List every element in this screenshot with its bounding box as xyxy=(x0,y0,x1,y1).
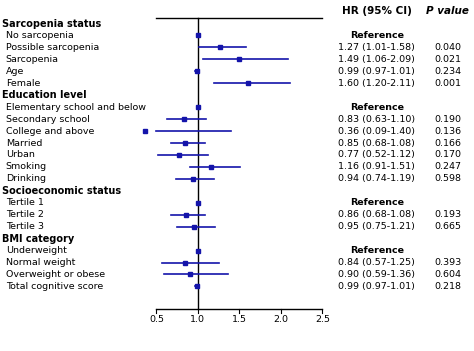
Text: No sarcopenia: No sarcopenia xyxy=(6,31,73,40)
Text: 0.166: 0.166 xyxy=(435,139,461,147)
Text: Reference: Reference xyxy=(350,102,404,112)
Text: Tertile 2: Tertile 2 xyxy=(6,210,44,219)
Text: Possible sarcopenia: Possible sarcopenia xyxy=(6,43,99,52)
Text: 0.234: 0.234 xyxy=(434,67,462,76)
Text: 0.040: 0.040 xyxy=(435,43,461,52)
Text: Reference: Reference xyxy=(350,198,404,207)
Text: 0.5: 0.5 xyxy=(149,315,164,324)
Text: Sarcopenia: Sarcopenia xyxy=(6,55,59,64)
Text: 0.86 (0.68-1.08): 0.86 (0.68-1.08) xyxy=(338,210,415,219)
Text: 1.0: 1.0 xyxy=(191,315,205,324)
Text: 0.95 (0.75-1.21): 0.95 (0.75-1.21) xyxy=(338,222,415,231)
Text: Drinking: Drinking xyxy=(6,174,46,183)
Text: Elementary school and below: Elementary school and below xyxy=(6,102,146,112)
Text: 0.83 (0.63-1.10): 0.83 (0.63-1.10) xyxy=(338,115,415,124)
Text: Tertile 3: Tertile 3 xyxy=(6,222,44,231)
Text: Education level: Education level xyxy=(2,90,87,100)
Text: Reference: Reference xyxy=(350,31,404,40)
Text: 0.001: 0.001 xyxy=(435,79,461,88)
Text: 0.598: 0.598 xyxy=(435,174,461,183)
Text: Female: Female xyxy=(6,79,40,88)
Text: 1.60 (1.20-2.11): 1.60 (1.20-2.11) xyxy=(338,79,415,88)
Text: 0.170: 0.170 xyxy=(435,151,461,159)
Text: 0.604: 0.604 xyxy=(435,270,461,279)
Text: 0.99 (0.97-1.01): 0.99 (0.97-1.01) xyxy=(338,282,415,291)
Text: Urban: Urban xyxy=(6,151,35,159)
Text: 0.90 (0.59-1.36): 0.90 (0.59-1.36) xyxy=(338,270,415,279)
Text: Normal weight: Normal weight xyxy=(6,258,75,267)
Text: Married: Married xyxy=(6,139,42,147)
Text: Underweight: Underweight xyxy=(6,246,66,255)
Text: HR (95% CI): HR (95% CI) xyxy=(342,6,412,16)
Text: Smoking: Smoking xyxy=(6,163,47,171)
Text: 0.218: 0.218 xyxy=(435,282,461,291)
Text: Reference: Reference xyxy=(350,246,404,255)
Text: 1.16 (0.91-1.51): 1.16 (0.91-1.51) xyxy=(338,163,415,171)
Text: 0.94 (0.74-1.19): 0.94 (0.74-1.19) xyxy=(338,174,415,183)
Text: 0.77 (0.52-1.12): 0.77 (0.52-1.12) xyxy=(338,151,415,159)
Text: Overweight or obese: Overweight or obese xyxy=(6,270,105,279)
Text: 0.193: 0.193 xyxy=(434,210,462,219)
Text: College and above: College and above xyxy=(6,127,94,135)
Text: 0.247: 0.247 xyxy=(435,163,461,171)
Text: Socioeconomic status: Socioeconomic status xyxy=(2,186,121,196)
Text: 0.99 (0.97-1.01): 0.99 (0.97-1.01) xyxy=(338,67,415,76)
Text: 2.0: 2.0 xyxy=(273,315,288,324)
Text: Tertile 1: Tertile 1 xyxy=(6,198,44,207)
Text: 0.36 (0.09-1.40): 0.36 (0.09-1.40) xyxy=(338,127,415,135)
Text: BMI category: BMI category xyxy=(2,234,74,244)
Text: 0.021: 0.021 xyxy=(435,55,461,64)
Text: Total cognitive score: Total cognitive score xyxy=(6,282,103,291)
Text: 1.5: 1.5 xyxy=(232,315,247,324)
Text: 0.85 (0.68-1.08): 0.85 (0.68-1.08) xyxy=(338,139,415,147)
Text: 0.190: 0.190 xyxy=(435,115,461,124)
Text: 0.393: 0.393 xyxy=(434,258,462,267)
Text: Age: Age xyxy=(6,67,24,76)
Text: 2.5: 2.5 xyxy=(315,315,330,324)
Text: Secondary school: Secondary school xyxy=(6,115,90,124)
Text: 0.665: 0.665 xyxy=(435,222,461,231)
Text: 1.49 (1.06-2.09): 1.49 (1.06-2.09) xyxy=(338,55,415,64)
Text: 0.84 (0.57-1.25): 0.84 (0.57-1.25) xyxy=(338,258,415,267)
Text: P value: P value xyxy=(427,6,469,16)
Text: 1.27 (1.01-1.58): 1.27 (1.01-1.58) xyxy=(338,43,415,52)
Text: Sarcopenia status: Sarcopenia status xyxy=(2,19,101,28)
Text: 0.136: 0.136 xyxy=(434,127,462,135)
